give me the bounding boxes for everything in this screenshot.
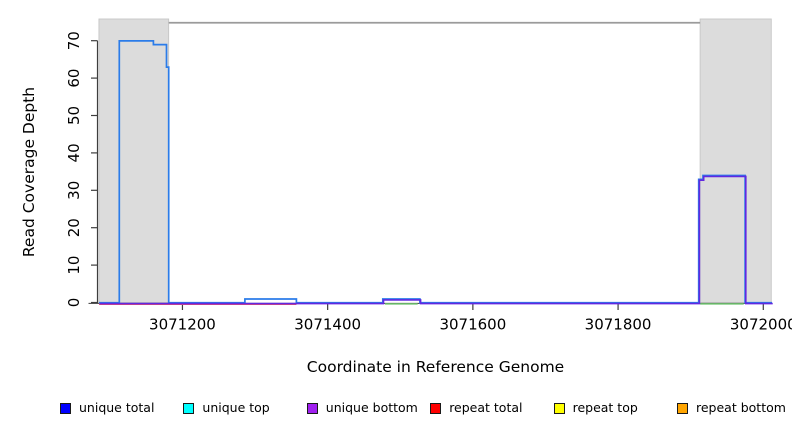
y-tick-label: 40: [65, 143, 83, 162]
legend-item-unique-total: unique total: [60, 399, 154, 417]
legend-swatch-repeat-total: [430, 402, 442, 414]
y-tick-label: 60: [65, 69, 83, 88]
y-tick-label: 30: [65, 181, 83, 200]
x-axis-title: Coordinate in Reference Genome: [306, 358, 565, 376]
y-tick-label: 10: [65, 256, 83, 275]
legend-label: repeat top: [572, 400, 638, 415]
legend-label: repeat bottom: [696, 400, 786, 415]
x-tick-label: 3071600: [439, 316, 506, 334]
y-tick-label: 70: [65, 31, 83, 50]
legend-label: unique total: [79, 400, 155, 415]
legend: unique total unique top unique bottom repea…: [0, 399, 792, 419]
legend-swatch-unique-bottom: [306, 402, 318, 414]
legend-swatch-unique-top: [183, 402, 195, 414]
x-tick-label: 3071400: [294, 316, 361, 334]
y-tick-label: 20: [65, 218, 83, 237]
series-unique-bottom-line: [99, 175, 773, 305]
legend-item-repeat-top: repeat top: [553, 399, 638, 417]
shaded-region: [98, 18, 170, 303]
legend-swatch-unique-total: [60, 402, 71, 414]
legend-label: repeat total: [449, 400, 523, 415]
x-tick-label: 3072000: [730, 316, 792, 334]
shaded-region: [699, 18, 772, 303]
legend-item-repeat-total: repeat total: [430, 399, 523, 417]
legend-swatch-repeat-bottom: [677, 402, 688, 414]
y-axis-title: Read Coverage Depth: [20, 86, 38, 258]
legend-item-unique-top: unique top: [183, 399, 270, 417]
legend-item-repeat-bottom: repeat bottom: [677, 399, 786, 417]
series-unique-total-line: [99, 40, 772, 304]
legend-label: unique bottom: [325, 400, 418, 415]
y-tick-label: 0: [65, 298, 83, 308]
y-tick-label: 50: [65, 106, 83, 125]
legend-item-unique-bottom: unique bottom: [306, 399, 418, 417]
legend-swatch-repeat-top: [553, 402, 565, 414]
x-tick-label: 3071200: [149, 316, 216, 334]
x-tick-label: 3071800: [585, 316, 652, 334]
legend-label: unique top: [202, 400, 270, 415]
